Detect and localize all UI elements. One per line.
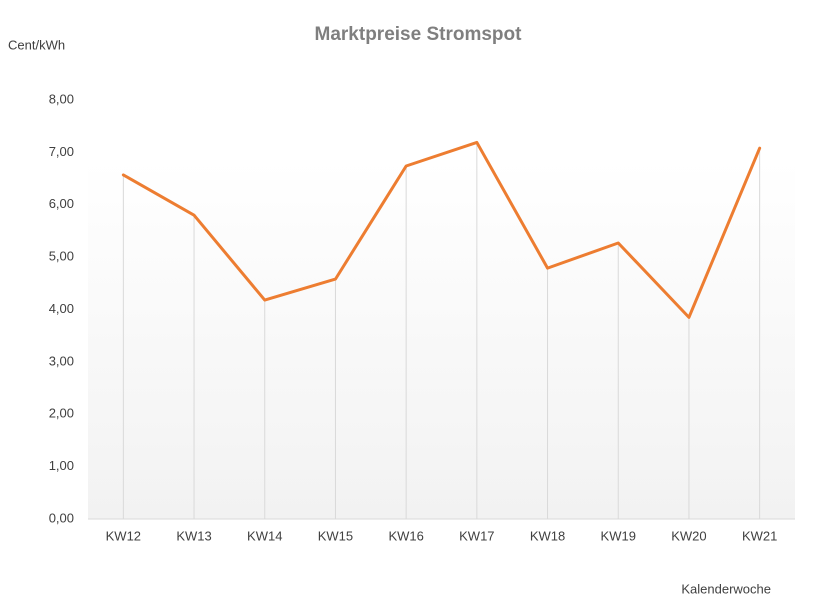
plot-background [88,160,795,519]
x-tick-label: KW16 [388,528,423,543]
y-tick-label: 1,00 [49,458,74,473]
x-tick-label: KW19 [601,528,636,543]
x-tick-label: KW20 [671,528,706,543]
y-tick-label: 7,00 [49,144,74,159]
x-tick-label: KW18 [530,528,565,543]
y-tick-label: 2,00 [49,406,74,421]
x-tick-label: KW15 [318,528,353,543]
x-tick-label: KW13 [176,528,211,543]
series-line [121,140,762,319]
chart-title: Marktpreise Stromspot [315,24,523,45]
y-tick-label: 8,00 [49,91,74,106]
y-tick-label: 6,00 [49,196,74,211]
y-tick-label: 5,00 [49,249,74,264]
y-tick-label: 0,00 [49,510,74,525]
x-tick-label: KW21 [742,528,777,543]
x-tick-label: KW17 [459,528,494,543]
x-axis-label: Kalenderwoche [681,581,771,596]
y-tick-label: 4,00 [49,301,74,316]
x-tick-label: KW14 [247,528,282,543]
y-axis-label: Cent/kWh [8,37,65,52]
y-tick-label: 3,00 [49,353,74,368]
x-tick-label: KW12 [106,528,141,543]
